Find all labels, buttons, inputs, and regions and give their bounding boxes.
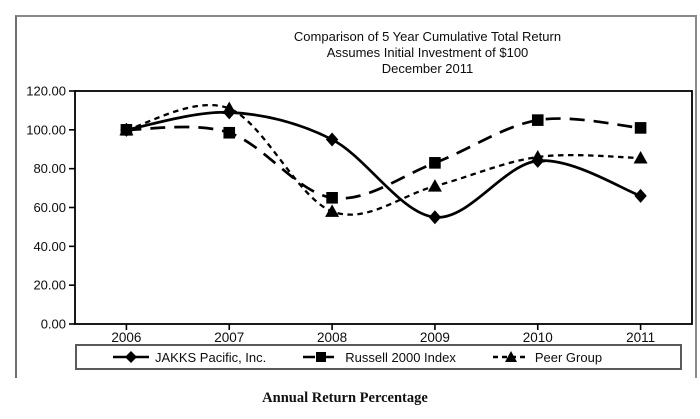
x-tick-label: 2006	[111, 330, 141, 345]
chart-title: Comparison of 5 Year Cumulative Total Re…	[165, 29, 690, 77]
series-line-triangle	[126, 103, 641, 216]
data-point-square	[531, 114, 544, 126]
legend-label-jakks: JAKKS Pacific, Inc.	[155, 349, 267, 365]
data-point-triangle	[427, 179, 442, 192]
data-point-square	[223, 126, 236, 139]
y-tick-label: 100.00	[26, 122, 66, 137]
y-tick-label: 120.00	[26, 84, 66, 99]
chart-title-line-1: Comparison of 5 Year Cumulative Total Re…	[293, 29, 562, 44]
legend-item-jakks: JAKKS Pacific, Inc.	[113, 350, 266, 365]
x-tick-label: 2007	[214, 330, 244, 345]
legend-item-peer: Peer Group	[492, 349, 603, 365]
data-point-triangle	[530, 150, 545, 163]
dashed-line-square-icon	[303, 352, 340, 362]
data-point-square	[326, 191, 338, 204]
x-tick-label: 2011	[626, 330, 655, 345]
legend-item-russell: Russell 2000 Index	[303, 350, 456, 365]
data-point-triangle	[325, 204, 340, 217]
x-tick-label: 2008	[317, 330, 347, 345]
x-tick-label: 2009	[420, 330, 450, 345]
data-point-triangle	[633, 150, 648, 164]
legend-label-peer: Peer Group	[534, 349, 603, 365]
data-point-square	[634, 122, 647, 134]
data-point-square	[120, 124, 133, 136]
chart-title-line-3: December 2011	[381, 61, 474, 76]
y-tick-label: 40.00	[33, 239, 66, 254]
chart-title-line-2: Assumes Initial Investment of $100	[326, 45, 529, 60]
chart-caption: Annual Return Percentage	[262, 390, 428, 406]
y-tick-label: 80.00	[33, 161, 66, 176]
data-point-triangle	[222, 101, 237, 114]
x-tick-label: 2010	[523, 330, 553, 345]
data-point-square	[429, 157, 441, 169]
dotted-line-triangle-icon	[492, 351, 529, 362]
series-line-diamond	[126, 110, 642, 219]
solid-line-diamond-icon	[113, 351, 149, 363]
plot-frame	[74, 90, 693, 325]
series-line-square	[126, 117, 641, 200]
y-tick-label: 20.00	[33, 278, 66, 293]
y-tick-label: 0.00	[41, 317, 66, 332]
y-tick-label: 60.00	[33, 200, 66, 215]
legend-label-russell: Russell 2000 Index	[345, 349, 456, 365]
data-point-diamond	[428, 210, 442, 225]
chart-legend: JAKKS Pacific, Inc. Russell 2000 Index P…	[75, 344, 682, 370]
data-point-diamond	[325, 132, 339, 147]
data-point-diamond	[634, 188, 647, 203]
